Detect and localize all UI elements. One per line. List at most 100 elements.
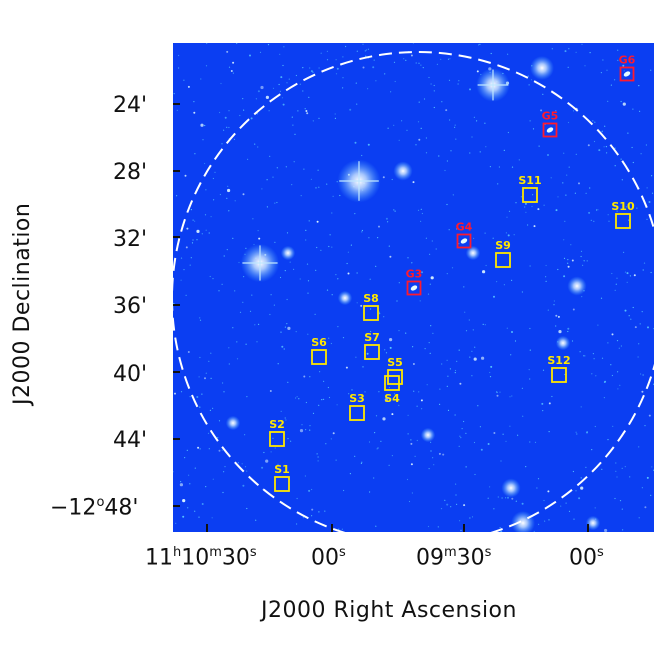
- star: [176, 195, 178, 197]
- star: [269, 313, 271, 316]
- star: [249, 310, 252, 312]
- star: [281, 97, 283, 99]
- star: [393, 393, 395, 395]
- star: [268, 110, 270, 112]
- star: [325, 443, 327, 445]
- star: [583, 355, 585, 357]
- star: [542, 93, 544, 95]
- star: [617, 49, 619, 51]
- star: [510, 354, 512, 356]
- y-tick-label-last: −12o48': [50, 495, 138, 520]
- star: [511, 395, 513, 397]
- star: [242, 484, 245, 487]
- star: [571, 259, 574, 262]
- star: [533, 225, 536, 228]
- star: [196, 239, 198, 241]
- star: [186, 449, 188, 451]
- marker-box-s6: [311, 349, 327, 365]
- star: [319, 371, 321, 373]
- star: [369, 278, 371, 280]
- star: [448, 229, 450, 231]
- star: [337, 326, 339, 328]
- star: [572, 308, 575, 311]
- star: [336, 67, 339, 70]
- star: [545, 280, 547, 282]
- star: [640, 153, 642, 155]
- star: [332, 195, 334, 197]
- star: [241, 463, 243, 465]
- star: [513, 234, 515, 236]
- marker-label-s5: S5: [387, 356, 403, 369]
- star: [607, 439, 609, 441]
- star: [263, 451, 265, 454]
- star: [310, 178, 312, 180]
- star: [580, 406, 582, 408]
- star: [617, 388, 619, 390]
- star: [284, 417, 286, 419]
- star: [258, 323, 260, 325]
- star: [296, 396, 298, 398]
- star: [335, 459, 337, 461]
- star: [473, 441, 476, 444]
- star: [562, 182, 564, 184]
- star: [620, 345, 622, 347]
- star: [410, 54, 413, 57]
- star: [187, 507, 189, 509]
- star: [511, 166, 514, 168]
- star: [598, 149, 601, 152]
- star: [364, 391, 366, 393]
- star: [279, 90, 281, 92]
- star: [603, 397, 605, 399]
- star: [280, 76, 283, 79]
- star: [200, 78, 202, 80]
- star: [315, 269, 317, 271]
- star: [226, 50, 229, 53]
- star: [610, 84, 612, 86]
- star: [320, 249, 322, 251]
- star: [430, 441, 432, 443]
- star: [454, 369, 457, 372]
- star: [420, 399, 423, 402]
- star: [258, 237, 261, 240]
- star: [208, 232, 210, 234]
- star: [614, 79, 616, 81]
- galaxy-core: [623, 71, 631, 77]
- star: [625, 206, 627, 208]
- star: [615, 283, 617, 285]
- star: [318, 404, 320, 406]
- star: [611, 374, 613, 377]
- bright-star: [501, 478, 521, 498]
- star: [650, 271, 652, 274]
- star: [479, 43, 481, 45]
- star: [621, 508, 623, 510]
- star: [267, 44, 270, 46]
- star: [218, 420, 221, 422]
- star: [645, 144, 647, 146]
- star: [200, 123, 204, 127]
- star: [646, 476, 649, 479]
- star: [596, 209, 598, 211]
- star: [318, 67, 320, 69]
- star: [212, 407, 214, 409]
- star: [538, 145, 540, 147]
- star: [189, 483, 191, 485]
- star: [318, 186, 320, 188]
- star: [460, 437, 462, 439]
- star: [440, 58, 442, 60]
- marker-label-s8: S8: [363, 292, 379, 305]
- star: [646, 218, 648, 220]
- star: [529, 327, 531, 330]
- star: [201, 393, 203, 395]
- star: [328, 337, 330, 339]
- star: [423, 98, 426, 100]
- star: [218, 449, 221, 452]
- star: [629, 275, 631, 277]
- star: [270, 451, 272, 453]
- star: [224, 466, 226, 468]
- star: [286, 323, 288, 325]
- star: [226, 126, 228, 128]
- star: [314, 313, 316, 315]
- star: [545, 264, 547, 267]
- star: [458, 445, 460, 447]
- star: [188, 474, 190, 476]
